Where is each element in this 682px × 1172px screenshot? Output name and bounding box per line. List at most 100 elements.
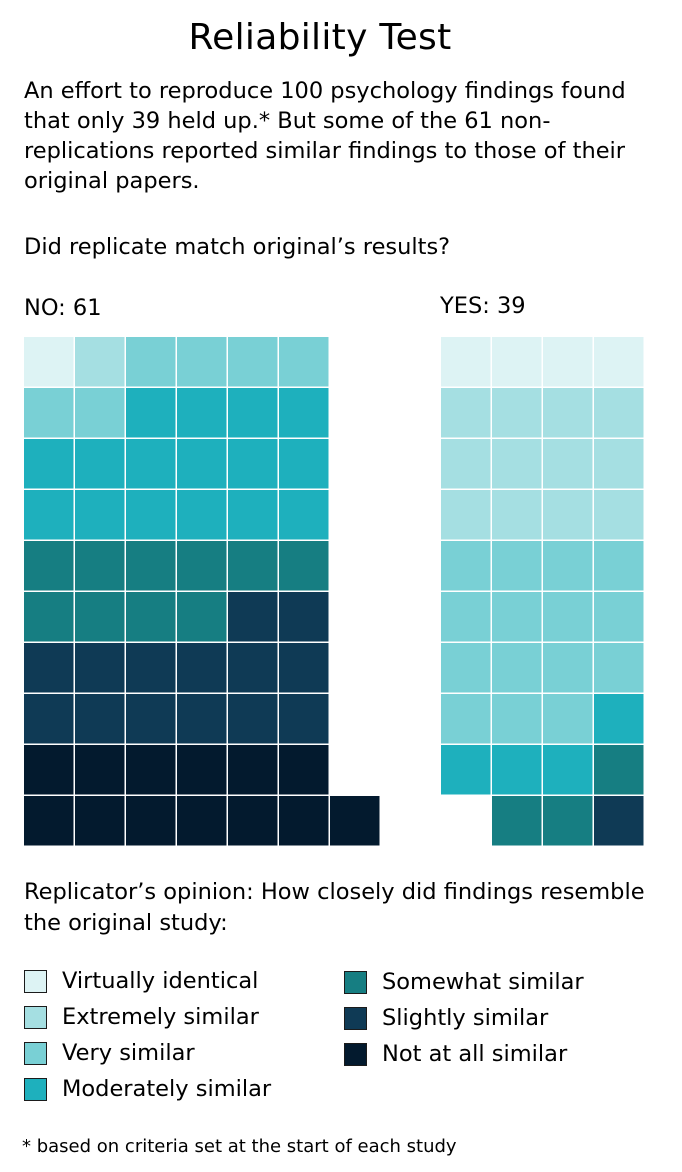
no-waffle-cell-very (228, 337, 278, 387)
no-waffle-cell-slightly (75, 643, 125, 693)
no-waffle-cell-notatall (24, 745, 74, 795)
legend-swatch-moderately (24, 1077, 47, 1101)
no-waffle-cell-very (24, 388, 74, 438)
no-waffle-cell-moderately (228, 388, 278, 438)
legend-swatch-notatall (344, 1042, 367, 1066)
legend-item-virtually: Virtually identical (24, 967, 258, 995)
no-waffle-cell-notatall (228, 745, 278, 795)
no-waffle-cell-slightly (177, 643, 227, 693)
legend-heading: Replicator’s opinion: How closely did fi… (24, 879, 645, 936)
no-waffle-cell-somewhat (177, 592, 227, 642)
no-waffle-cell-somewhat (228, 541, 278, 591)
no-waffle-cell-moderately (24, 439, 74, 489)
yes-waffle-cell-moderately (441, 745, 491, 795)
legend-swatch-slightly (344, 1006, 367, 1030)
no-waffle-cell-notatall (177, 796, 227, 846)
legend-item-very: Very similar (24, 1039, 195, 1067)
no-waffle-cell-slightly (228, 592, 278, 642)
no-waffle-cell-slightly (126, 643, 176, 693)
legend-label-moderately: Moderately similar (62, 1076, 272, 1102)
no-waffle-cell-moderately (228, 439, 278, 489)
yes-waffle-cell-very (594, 643, 644, 693)
yes-waffle-cell-extremely (441, 490, 491, 540)
no-waffle-cell-slightly (228, 694, 278, 744)
no-waffle-cell-slightly (228, 643, 278, 693)
yes-waffle-cell-extremely (441, 439, 491, 489)
no-waffle-cell-notatall (126, 796, 176, 846)
no-waffle-cell-moderately (279, 490, 329, 540)
no-waffle-cell-moderately (75, 439, 125, 489)
no-waffle-cell-virtually (24, 337, 74, 387)
no-waffle-cell-somewhat (24, 592, 74, 642)
no-waffle-cell-notatall (24, 796, 74, 846)
legend-label-somewhat: Somewhat similar (382, 969, 584, 995)
yes-waffle-cell-extremely (492, 388, 542, 438)
yes-waffle-cell-extremely (543, 439, 593, 489)
yes-waffle-cell-virtually (543, 337, 593, 387)
no-waffle-cell-notatall (228, 796, 278, 846)
no-waffle-cell-moderately (126, 490, 176, 540)
yes-waffle-cell-virtually (492, 337, 542, 387)
waffle-chart (24, 337, 644, 846)
no-waffle-cell-very (126, 337, 176, 387)
no-waffle-cell-notatall (279, 796, 329, 846)
legend-label-virtually: Virtually identical (62, 968, 259, 994)
yes-waffle-cell-very (492, 592, 542, 642)
yes-waffle-cell-somewhat (492, 796, 542, 846)
yes-waffle-cell-virtually (594, 337, 644, 387)
yes-waffle-cell-very (492, 694, 542, 744)
yes-waffle-cell-very (441, 592, 491, 642)
yes-waffle-cell-virtually (441, 337, 491, 387)
yes-waffle-cell-extremely (543, 490, 593, 540)
yes-waffle-cell-somewhat (594, 745, 644, 795)
no-waffle-cell-very (75, 388, 125, 438)
yes-waffle-cell-slightly (594, 796, 644, 846)
no-waffle-cell-moderately (177, 388, 227, 438)
yes-waffle-cell-very (441, 694, 491, 744)
yes-waffle-cell-very (543, 643, 593, 693)
no-waffle-cell-notatall (126, 745, 176, 795)
chart-question: Did replicate match original’s results? (24, 234, 451, 260)
no-waffle-cell-slightly (24, 643, 74, 693)
no-waffle-cell-somewhat (24, 541, 74, 591)
no-waffle-cell-notatall (279, 745, 329, 795)
legend-swatch-very (24, 1041, 47, 1065)
no-waffle-cell-extremely (75, 337, 125, 387)
no-waffle-cell-notatall (75, 796, 125, 846)
no-waffle-cell-notatall (330, 796, 380, 846)
no-waffle-cell-slightly (279, 694, 329, 744)
yes-waffle-cell-extremely (543, 388, 593, 438)
no-waffle-cell-moderately (177, 490, 227, 540)
footnote: * based on criteria set at the start of … (22, 1136, 457, 1157)
yes-waffle-cell-very (441, 541, 491, 591)
no-waffle-cell-moderately (126, 388, 176, 438)
legend-swatch-virtually (24, 969, 47, 993)
yes-waffle-cell-very (543, 694, 593, 744)
no-group-label: NO: 61 (24, 295, 102, 321)
yes-waffle-cell-very (543, 592, 593, 642)
yes-waffle-cell-very (543, 541, 593, 591)
yes-waffle-cell-extremely (594, 490, 644, 540)
no-waffle-cell-moderately (228, 490, 278, 540)
no-waffle-cell-notatall (177, 745, 227, 795)
legend-item-somewhat: Somewhat similar (344, 968, 584, 996)
yes-waffle-cell-very (594, 541, 644, 591)
yes-waffle-cell-extremely (441, 388, 491, 438)
yes-group-label: YES: 39 (440, 293, 526, 319)
legend-label-notatall: Not at all similar (382, 1041, 568, 1067)
legend-swatch-somewhat (344, 970, 367, 994)
legend-item-slightly: Slightly similar (344, 1004, 548, 1032)
yes-waffle-cell-extremely (492, 439, 542, 489)
no-waffle-cell-moderately (75, 490, 125, 540)
no-waffle-cell-slightly (24, 694, 74, 744)
yes-waffle-cell-moderately (594, 694, 644, 744)
no-waffle-cell-slightly (279, 643, 329, 693)
yes-waffle-cell-moderately (543, 745, 593, 795)
no-waffle-cell-slightly (75, 694, 125, 744)
legend-item-extremely: Extremely similar (24, 1003, 259, 1031)
no-waffle-cell-notatall (75, 745, 125, 795)
no-waffle-cell-somewhat (75, 541, 125, 591)
no-waffle-cell-somewhat (126, 541, 176, 591)
no-waffle-cell-slightly (279, 592, 329, 642)
no-waffle-cell-somewhat (75, 592, 125, 642)
